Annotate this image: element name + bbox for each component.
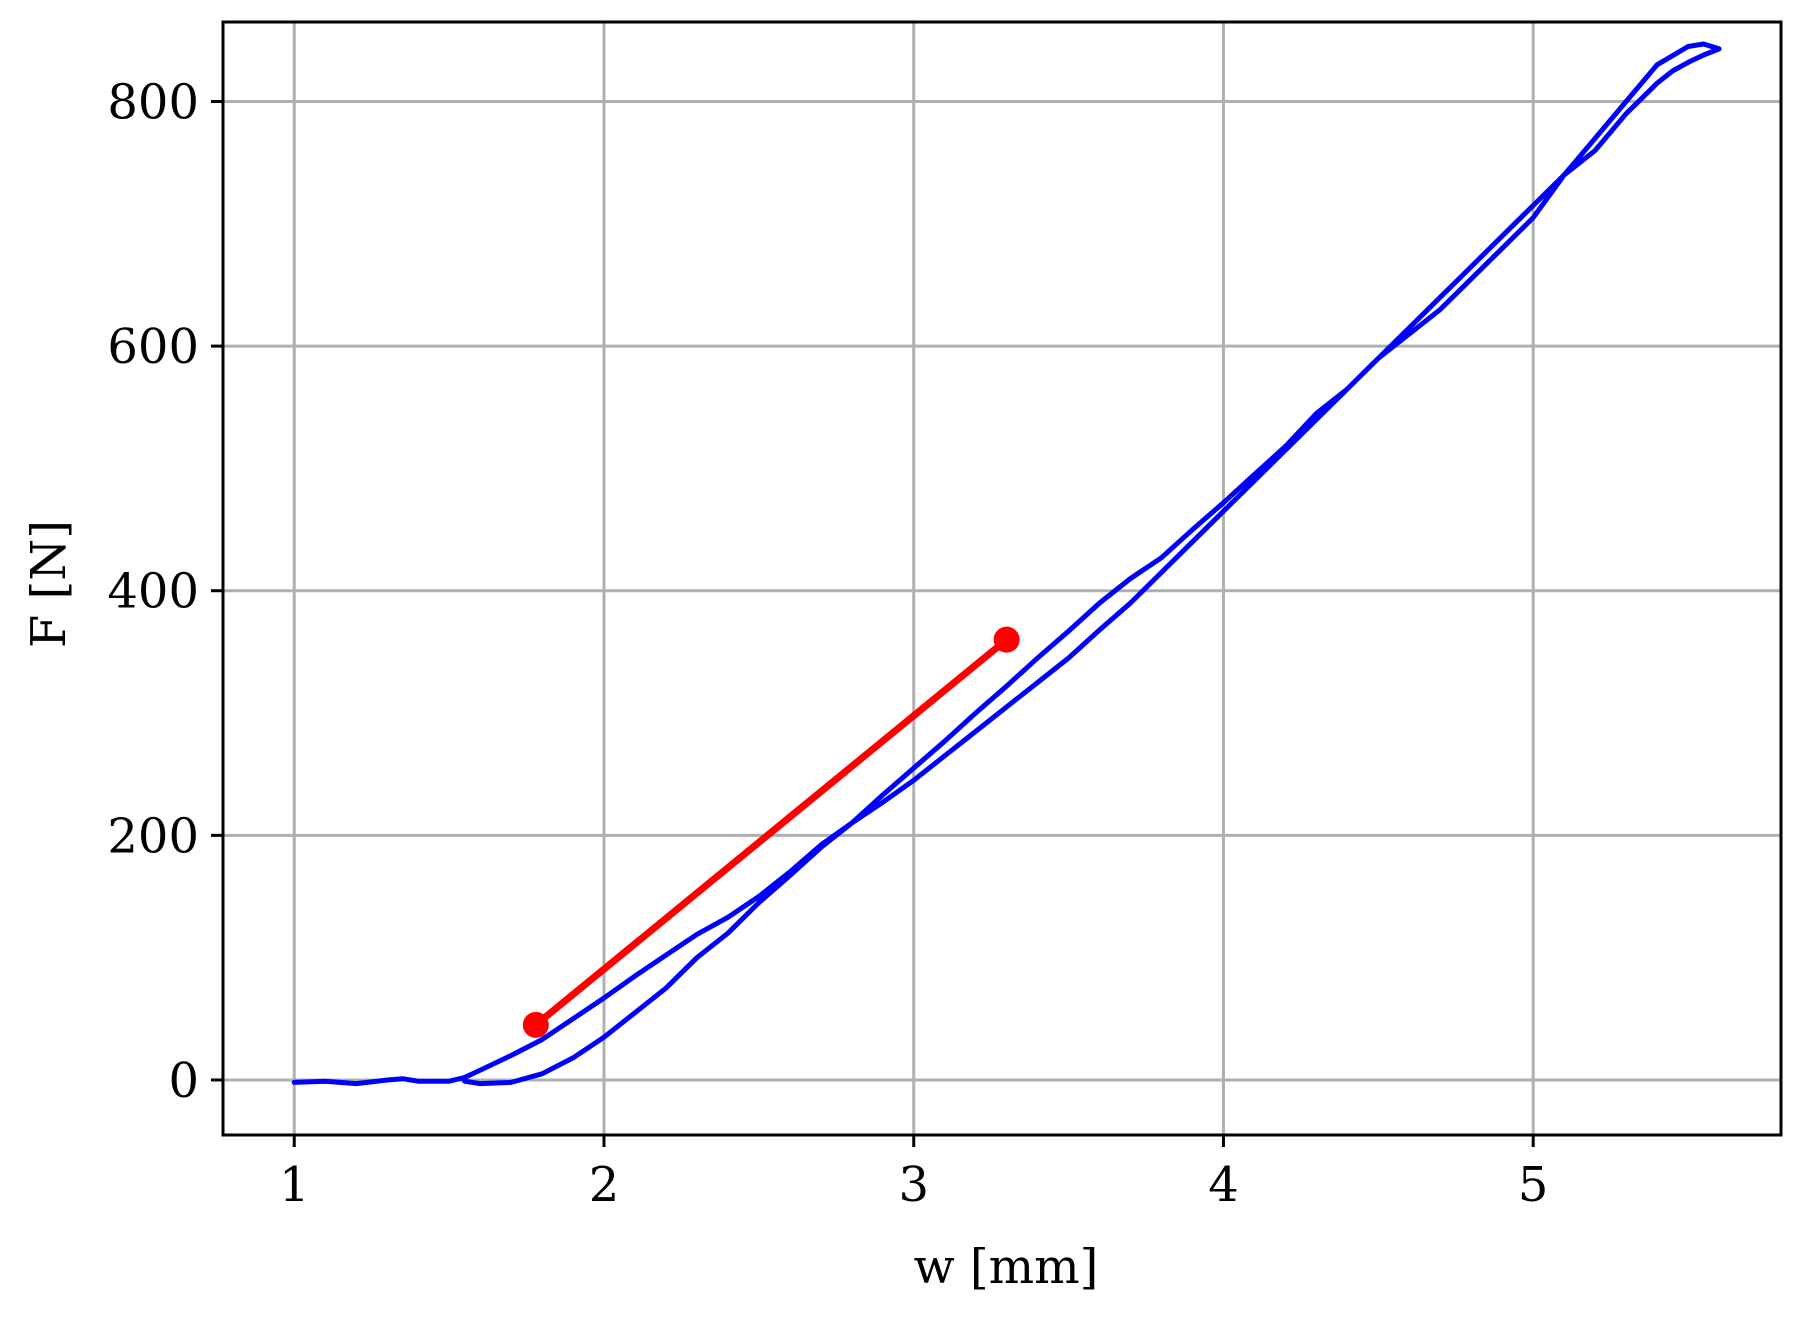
fit-line bbox=[532, 636, 1011, 1029]
plot-frame bbox=[221, 20, 1783, 1137]
fit-endpoint-marker bbox=[993, 626, 1020, 653]
fit-endpoint-marker bbox=[522, 1011, 549, 1038]
x-tick-label: 1 bbox=[279, 1157, 310, 1213]
grid-layer bbox=[223, 22, 1781, 1135]
series-layer bbox=[291, 41, 1722, 1087]
x-tick-label: 2 bbox=[589, 1157, 620, 1213]
y-tick-label: 400 bbox=[107, 564, 199, 620]
y-axis-title: F [N] bbox=[21, 520, 77, 648]
y-tick-label: 800 bbox=[107, 75, 199, 131]
x-tick-label: 3 bbox=[898, 1157, 929, 1213]
x-tick-label: 5 bbox=[1518, 1157, 1549, 1213]
x-tick-label: 4 bbox=[1208, 1157, 1239, 1213]
y-tick-label: 0 bbox=[168, 1053, 199, 1109]
axes-layer: 1 2 3 4 5 0 200 400 600 800 bbox=[107, 20, 1783, 1213]
hysteresis-loop-line bbox=[291, 41, 1722, 1087]
y-tick-label: 200 bbox=[107, 808, 199, 864]
x-axis-title: w [mm] bbox=[914, 1239, 1099, 1295]
y-tick-label: 600 bbox=[107, 319, 199, 375]
